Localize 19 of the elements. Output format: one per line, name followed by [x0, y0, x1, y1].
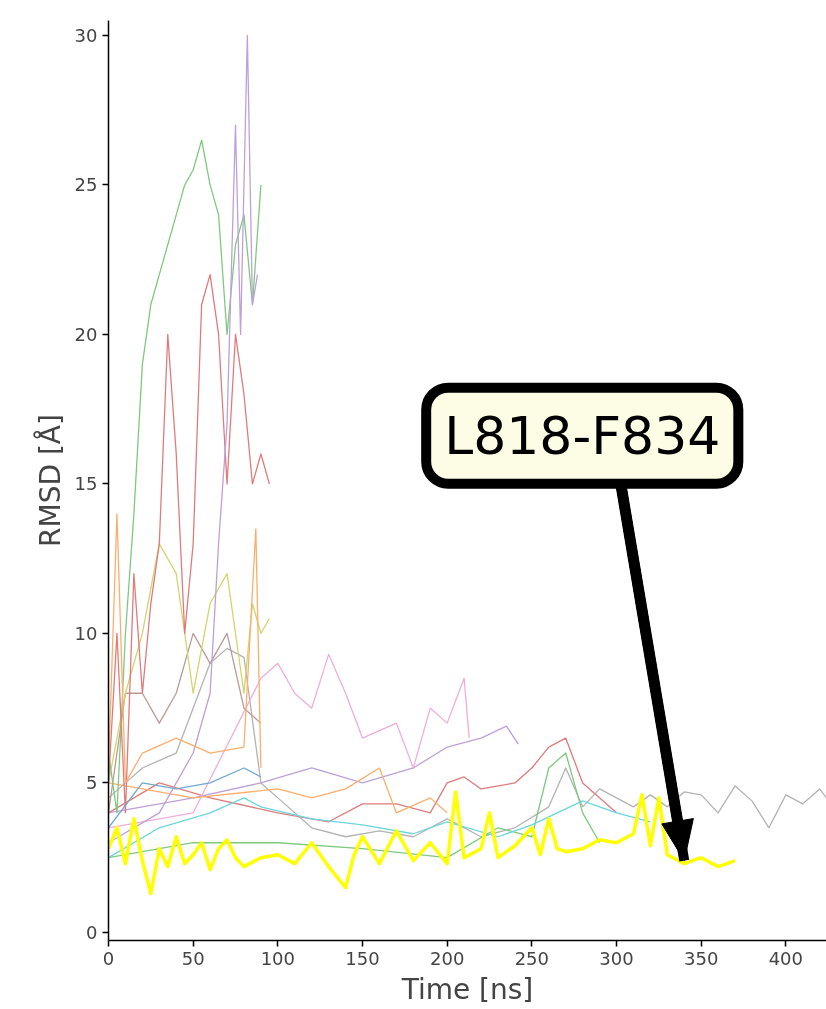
y-tick-label: 30: [74, 24, 98, 46]
y-tick-label: 20: [74, 323, 98, 345]
x-tick-label: 250: [514, 947, 550, 969]
x-tick-label: 300: [599, 947, 634, 969]
y-tick-label: 5: [86, 772, 98, 794]
x-tick-label: 50: [181, 947, 205, 969]
x-tick-label: 100: [260, 947, 296, 969]
x-tick-label: 150: [345, 947, 380, 969]
x-tick-label: 350: [684, 947, 719, 969]
y-axis-title: RMSD [Å]: [32, 414, 67, 547]
y-tick-label: 25: [74, 174, 98, 196]
y-tick-label: 0: [86, 921, 98, 943]
x-tick-label: 0: [102, 947, 115, 969]
y-tick-label: 15: [74, 473, 98, 495]
y-tick-label: 10: [74, 622, 98, 644]
x-tick-label: 400: [768, 947, 804, 969]
annotation: L818-F834: [444, 405, 721, 466]
x-tick-label: 200: [430, 947, 465, 969]
x-axis-title: Time [ns]: [400, 972, 534, 1006]
